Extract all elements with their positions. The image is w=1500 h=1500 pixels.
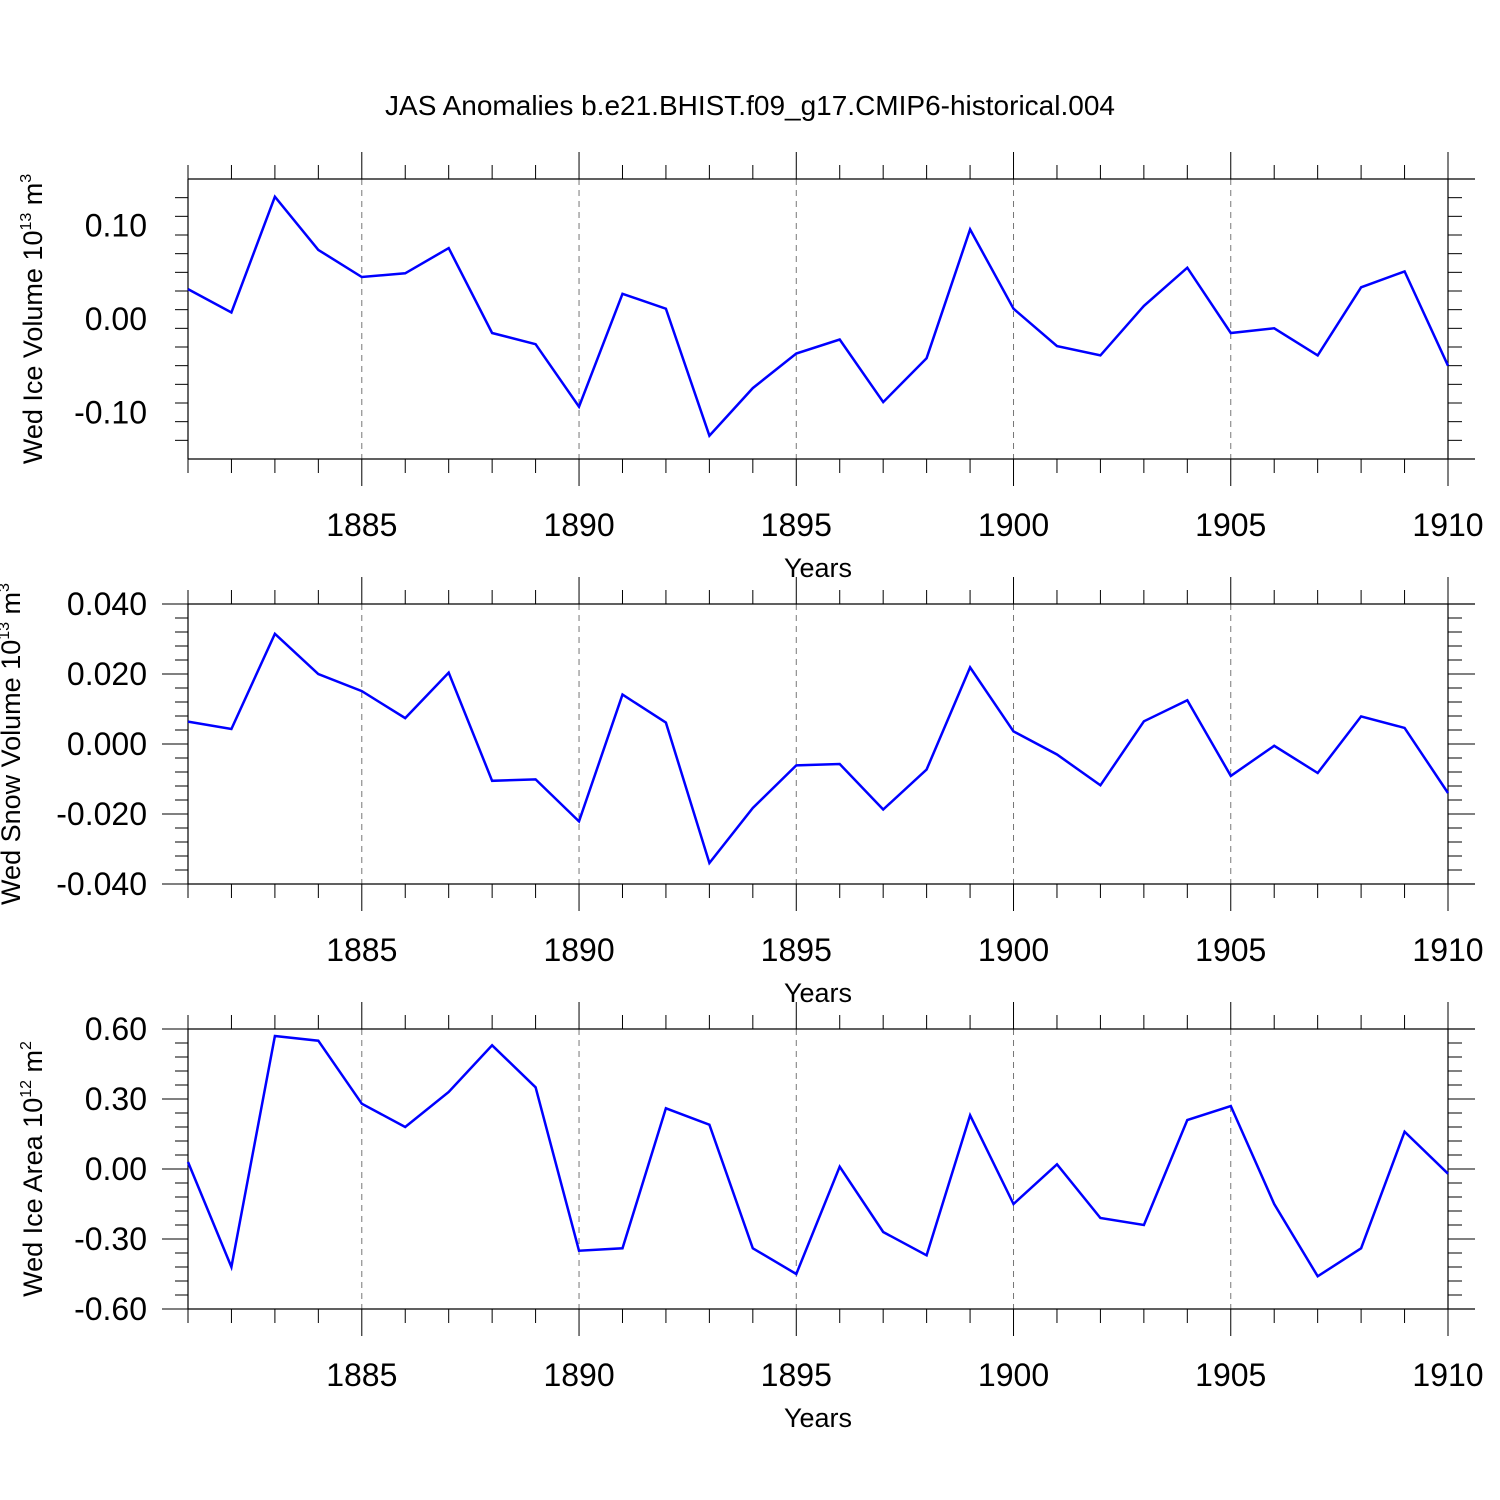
series-line <box>186 1034 1449 1279</box>
series-line <box>187 194 1450 439</box>
x-axis-title: Years <box>784 553 852 583</box>
x-tick-label: 1900 <box>978 507 1049 543</box>
x-tick-label: 1905 <box>1195 507 1266 543</box>
x-tick-label: 1885 <box>326 1357 397 1393</box>
x-axis-title: Years <box>784 1403 852 1433</box>
y-tick-label: 0.10 <box>85 208 147 244</box>
y-tick-label: -0.040 <box>56 866 147 902</box>
y-axis-title: Wed Ice Area 1012 m2 <box>18 1041 48 1297</box>
chart-title: JAS Anomalies b.e21.BHIST.f09_g17.CMIP6-… <box>385 90 1115 121</box>
y-axis-title: Wed Snow Volume 1013 m3 <box>0 583 26 905</box>
y-tick-label: 0.020 <box>67 656 147 692</box>
x-tick-label: 1890 <box>543 507 614 543</box>
panel-1: 1885 1890 1895 1900 1905 1910 Years 0.10 0.00 -0.… <box>18 152 1484 583</box>
x-tick-label: 1905 <box>1195 1357 1266 1393</box>
x-tick-label: 1910 <box>1412 1357 1483 1393</box>
x-tick-label: 1885 <box>326 507 397 543</box>
x-tick-label: 1890 <box>543 932 614 968</box>
panel-2: 1885 1890 1895 1900 1905 1910 Years 0.040 0.020 0… <box>0 577 1484 1008</box>
x-tick-label: 1895 <box>761 507 832 543</box>
x-tick-label: 1900 <box>978 1357 1049 1393</box>
y-axis-title: Wed Ice Volume 1013 m3 <box>18 174 48 464</box>
series-line <box>187 631 1450 866</box>
y-tick-label: 0.000 <box>67 726 147 762</box>
panel-3: 1885 1890 1895 1900 1905 1910 Years 0.60 0.30 0.0… <box>18 1002 1484 1433</box>
x-axis-title: Years <box>784 978 852 1008</box>
y-tick-label: -0.10 <box>74 394 147 430</box>
y-tick-label: 0.040 <box>67 586 147 622</box>
y-tick-label: -0.60 <box>74 1291 147 1327</box>
x-tick-label: 1895 <box>761 1357 832 1393</box>
x-tick-label: 1910 <box>1412 507 1483 543</box>
x-tick-label: 1890 <box>543 1357 614 1393</box>
y-tick-label: -0.30 <box>74 1221 147 1257</box>
x-tick-label: 1910 <box>1412 932 1483 968</box>
y-tick-label: 0.00 <box>85 301 147 337</box>
y-tick-label: 0.30 <box>85 1081 147 1117</box>
y-tick-label: 0.60 <box>85 1011 147 1047</box>
x-tick-label: 1900 <box>978 932 1049 968</box>
panels-group: 1885 1890 1895 1900 1905 1910 Years 0.10 0.00 -0.… <box>0 152 1484 1433</box>
x-tick-label: 1885 <box>326 932 397 968</box>
y-tick-label: -0.020 <box>56 796 147 832</box>
y-tick-label: 0.00 <box>85 1151 147 1187</box>
x-tick-label: 1905 <box>1195 932 1266 968</box>
x-tick-label: 1895 <box>761 932 832 968</box>
